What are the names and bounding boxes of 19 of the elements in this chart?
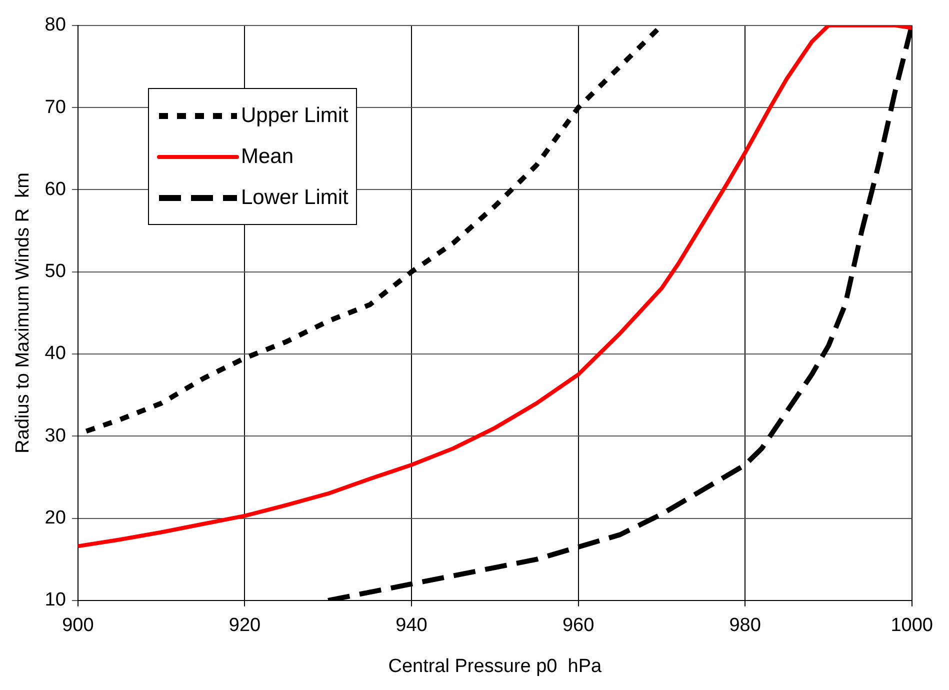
legend-label: Upper Limit — [241, 104, 348, 128]
x-tick-label: 900 — [62, 615, 94, 636]
y-tick-label: 70 — [44, 96, 66, 118]
x-tick-label: 1000 — [890, 615, 934, 636]
x-tick-label: 920 — [228, 615, 261, 636]
y-tick-label: 30 — [44, 425, 66, 446]
x-tick-label: 940 — [396, 615, 428, 636]
y-tick-label: 20 — [44, 507, 66, 528]
x-tick-label: 960 — [562, 615, 594, 636]
y-tick-label: 10 — [44, 590, 66, 611]
legend-label: Mean — [241, 144, 294, 168]
x-axis-title: Central Pressure p0 hPa — [388, 656, 602, 677]
y-tick-label: 60 — [44, 178, 66, 200]
x-tick-label: 980 — [729, 615, 761, 636]
y-tick-label: 50 — [44, 261, 66, 282]
legend-label: Lower Limit — [241, 186, 348, 210]
y-tick-label: 40 — [44, 343, 66, 364]
y-axis-title: Radius to Maximum Winds R km — [12, 172, 34, 454]
y-tick-label: 80 — [44, 14, 66, 36]
